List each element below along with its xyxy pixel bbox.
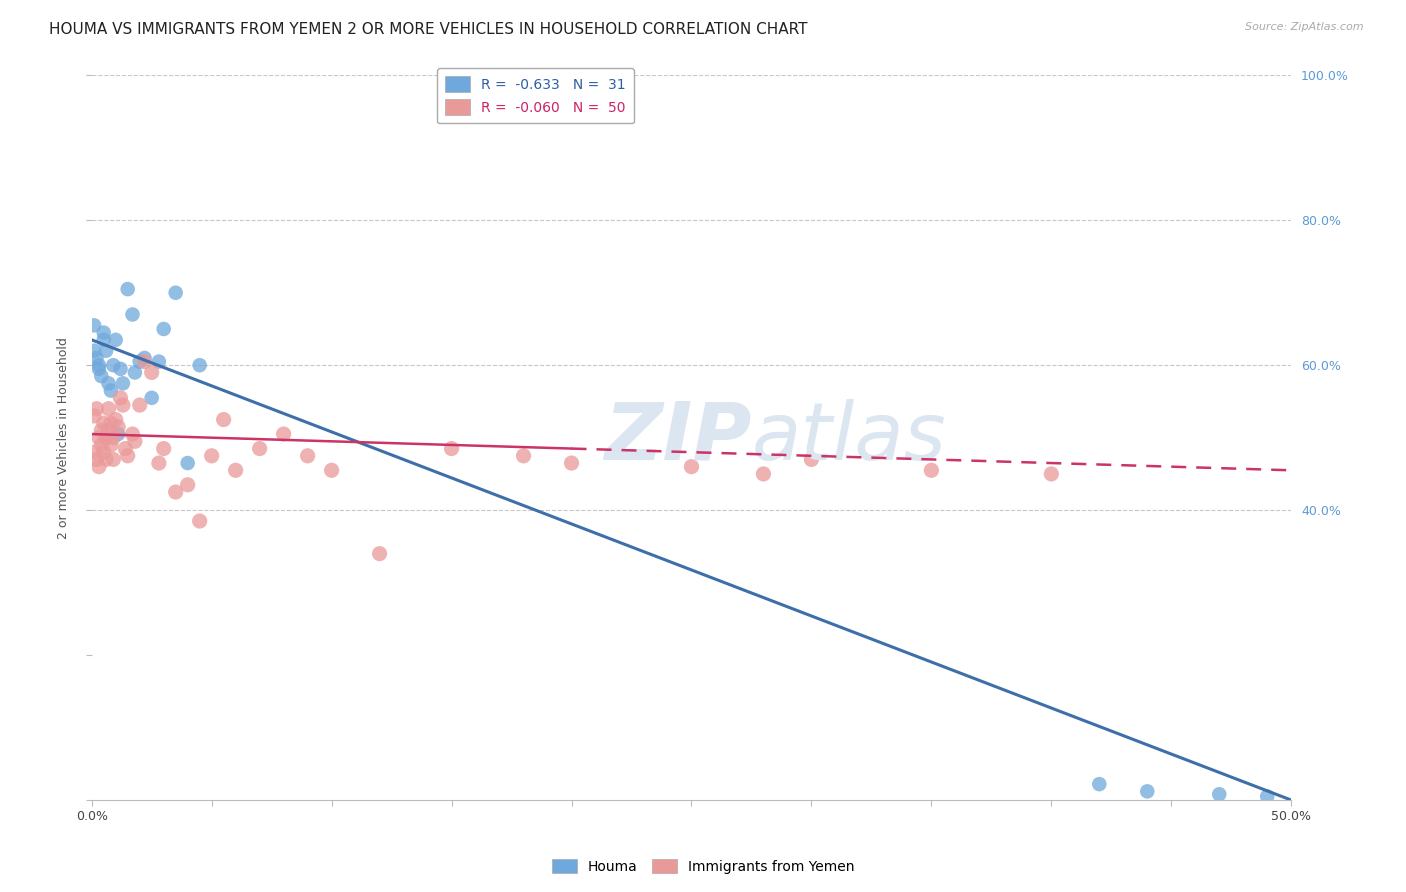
Point <box>87 361 110 376</box>
Text: atlas: atlas <box>751 399 946 476</box>
Point <box>93 326 115 340</box>
Point <box>97 424 120 438</box>
Point <box>117 449 139 463</box>
Point <box>97 401 120 416</box>
Point <box>512 449 534 463</box>
Point <box>83 445 105 459</box>
Point <box>225 463 247 477</box>
Point <box>83 318 105 333</box>
Point <box>188 514 211 528</box>
Point <box>94 431 117 445</box>
Point <box>103 452 125 467</box>
Point <box>176 477 198 491</box>
Point <box>148 354 170 368</box>
Point <box>165 485 187 500</box>
Point <box>83 409 105 423</box>
Text: ZIP: ZIP <box>605 399 751 476</box>
Point <box>920 463 942 477</box>
Point <box>134 351 156 365</box>
Point <box>86 351 108 365</box>
Point <box>93 445 115 459</box>
Point <box>87 459 110 474</box>
Point <box>117 282 139 296</box>
Point <box>107 427 129 442</box>
Point <box>681 459 703 474</box>
Legend: R =  -0.633   N =  31, R =  -0.060   N =  50: R = -0.633 N = 31, R = -0.060 N = 50 <box>437 68 634 123</box>
Point <box>1256 789 1278 804</box>
Point <box>111 376 134 391</box>
Point <box>752 467 775 481</box>
Point <box>87 431 110 445</box>
Point <box>128 398 150 412</box>
Point <box>93 333 115 347</box>
Point <box>86 401 108 416</box>
Y-axis label: 2 or more Vehicles in Household: 2 or more Vehicles in Household <box>58 337 70 539</box>
Point <box>110 361 132 376</box>
Point <box>297 449 319 463</box>
Point <box>103 358 125 372</box>
Text: HOUMA VS IMMIGRANTS FROM YEMEN 2 OR MORE VEHICLES IN HOUSEHOLD CORRELATION CHART: HOUMA VS IMMIGRANTS FROM YEMEN 2 OR MORE… <box>49 22 807 37</box>
Point <box>124 434 146 449</box>
Point <box>104 412 127 426</box>
Point <box>103 431 125 445</box>
Point <box>100 384 122 398</box>
Point <box>94 343 117 358</box>
Point <box>100 438 122 452</box>
Point <box>368 547 391 561</box>
Point <box>93 416 115 430</box>
Point <box>273 427 295 442</box>
Point <box>141 366 163 380</box>
Point <box>100 416 122 430</box>
Point <box>152 442 174 456</box>
Point <box>86 452 108 467</box>
Point <box>1040 467 1063 481</box>
Point <box>212 412 235 426</box>
Legend: Houma, Immigrants from Yemen: Houma, Immigrants from Yemen <box>546 852 860 880</box>
Point <box>176 456 198 470</box>
Point <box>104 333 127 347</box>
Point <box>1208 787 1230 801</box>
Point <box>121 427 143 442</box>
Point <box>152 322 174 336</box>
Point <box>148 456 170 470</box>
Point <box>114 442 136 456</box>
Point <box>1088 777 1111 791</box>
Point <box>165 285 187 300</box>
Point <box>141 391 163 405</box>
Point <box>83 343 105 358</box>
Point <box>107 419 129 434</box>
Point <box>560 456 582 470</box>
Point <box>128 354 150 368</box>
Point <box>90 424 112 438</box>
Point <box>111 398 134 412</box>
Point <box>97 376 120 391</box>
Point <box>110 391 132 405</box>
Point <box>440 442 463 456</box>
Point <box>800 452 823 467</box>
Point <box>90 438 112 452</box>
Point <box>121 308 143 322</box>
Point <box>321 463 343 477</box>
Point <box>124 366 146 380</box>
Point <box>201 449 224 463</box>
Point <box>249 442 271 456</box>
Point <box>94 452 117 467</box>
Point <box>87 358 110 372</box>
Point <box>134 354 156 368</box>
Point <box>90 369 112 384</box>
Point <box>1136 784 1159 798</box>
Text: Source: ZipAtlas.com: Source: ZipAtlas.com <box>1246 22 1364 32</box>
Point <box>188 358 211 372</box>
